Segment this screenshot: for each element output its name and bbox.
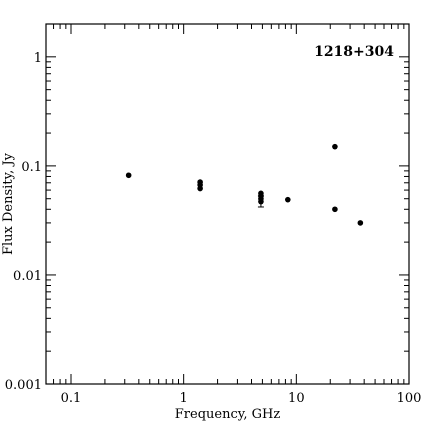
y-axis-title: Flux Density, Jy — [1, 152, 16, 255]
plot-border — [45, 23, 410, 385]
data-points — [125, 143, 364, 226]
x-tick-label: 100 — [397, 391, 422, 406]
source-name-label: 1218+304 — [314, 44, 394, 60]
x-axis-tick-labels: 0.1 1 10 100 — [61, 391, 422, 406]
data-point — [258, 198, 264, 205]
y-axis-tick-labels: 0.001 0.01 0.1 1 — [5, 51, 42, 393]
x-tick-label: 1 — [180, 391, 188, 406]
data-point — [125, 172, 132, 179]
data-point — [197, 185, 203, 192]
x-axis-title: Frequency, GHz — [175, 407, 281, 422]
y-tick-label: 0.1 — [21, 160, 42, 175]
x-tick-label: 0.1 — [61, 391, 82, 406]
data-point — [332, 206, 338, 213]
y-tick-label: 0.001 — [5, 378, 42, 393]
x-axis-ticks — [45, 24, 410, 384]
data-point — [332, 143, 338, 150]
data-point — [357, 220, 364, 226]
data-point — [285, 196, 291, 203]
y-axis-ticks — [46, 23, 409, 385]
y-tick-label: 1 — [34, 51, 42, 66]
plot-frame — [45, 23, 410, 385]
y-tick-label: 0.01 — [13, 269, 42, 284]
x-tick-label: 10 — [288, 391, 305, 406]
